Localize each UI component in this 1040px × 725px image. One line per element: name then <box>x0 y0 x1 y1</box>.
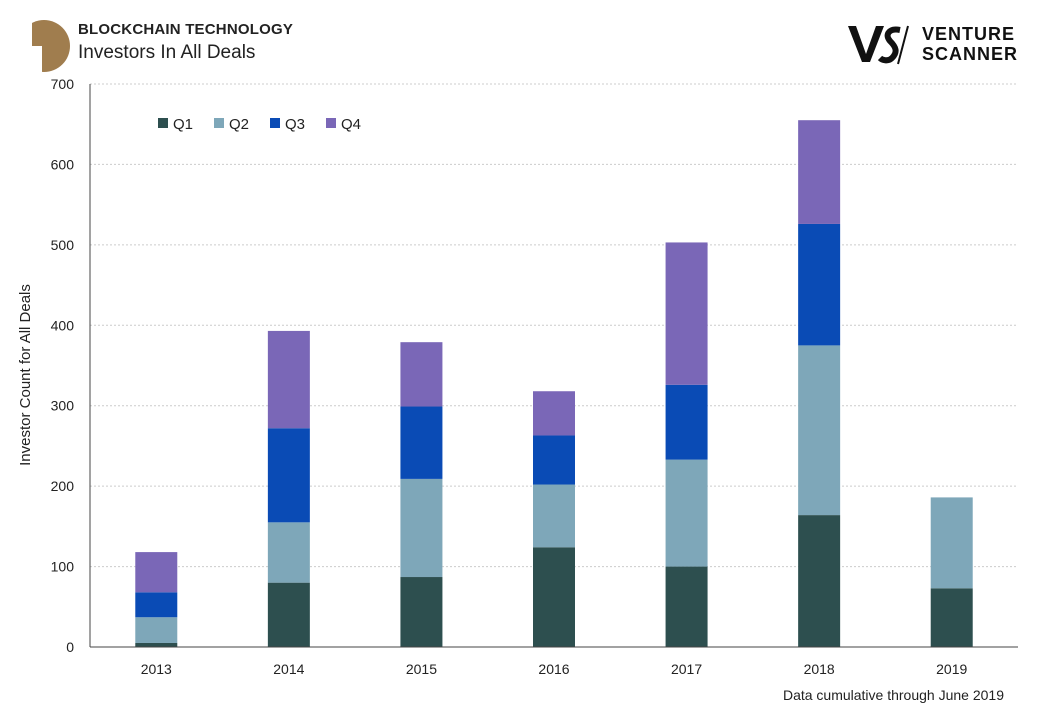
vs-monogram-icon <box>847 25 909 65</box>
y-tick-label: 100 <box>51 559 75 575</box>
y-tick-label: 0 <box>66 639 74 655</box>
bar-2018-q1 <box>798 515 841 647</box>
legend-swatch-q3 <box>270 118 280 128</box>
bar-2016-q3 <box>533 435 575 485</box>
bar-2016-q4 <box>533 391 575 436</box>
bars <box>135 120 973 647</box>
legend-label-q3: Q3 <box>285 116 305 133</box>
brand-word-1: VENTURE <box>921 24 1015 44</box>
brand-logo-icon <box>18 18 70 74</box>
bar-2016-q2 <box>533 484 575 548</box>
x-tick-label: 2019 <box>936 661 967 677</box>
x-tick-label: 2016 <box>538 661 569 677</box>
x-tick-label: 2014 <box>273 661 304 677</box>
bar-2017-q4 <box>665 242 708 385</box>
bar-2018-q3 <box>798 223 841 346</box>
bar-2014-q3 <box>267 428 310 523</box>
x-tick-label: 2015 <box>406 661 437 677</box>
bar-2017-q3 <box>665 384 708 460</box>
bar-2013-q3 <box>135 592 178 618</box>
x-tick-label: 2017 <box>671 661 702 677</box>
eyebrow-label: BLOCKCHAIN TECHNOLOGY <box>78 21 294 38</box>
header: BLOCKCHAIN TECHNOLOGY Investors In All D… <box>78 20 293 66</box>
x-tick-label: 2018 <box>804 661 835 677</box>
bar-2018-q4 <box>798 120 841 224</box>
legend-swatch-q4 <box>326 118 336 128</box>
y-tick-label: 400 <box>51 317 75 333</box>
venture-scanner-logo: VENTURE SCANNER <box>846 22 1018 66</box>
bar-2018-q2 <box>798 345 841 516</box>
bar-2013-q2 <box>135 617 178 643</box>
bar-2015-q2 <box>400 478 443 578</box>
bar-2017-q2 <box>665 459 708 567</box>
bar-2016-q1 <box>533 547 575 647</box>
y-tick-label: 600 <box>51 156 75 172</box>
page-title: Investors In All Deals <box>78 42 256 63</box>
y-tick-label: 500 <box>51 237 75 253</box>
bar-2014-q4 <box>267 330 310 429</box>
bar-2013-q4 <box>135 552 178 593</box>
axes: 0 100 200 300 400 500 600 700 2013 2014 2015 2016 20… <box>51 76 1018 677</box>
x-tick-label: 2013 <box>141 661 172 677</box>
bar-2013-q1 <box>135 642 178 647</box>
y-tick-label: 300 <box>51 398 75 414</box>
footnote: Data cumulative through June 2019 <box>782 687 1004 703</box>
legend-swatch-q1 <box>158 118 168 128</box>
bar-2014-q2 <box>267 522 310 583</box>
bar-2015-q1 <box>400 577 443 647</box>
y-axis-title: Investor Count for All Deals <box>17 284 34 466</box>
legend-label-q2: Q2 <box>229 116 249 133</box>
bar-2019-q2 <box>930 497 973 589</box>
legend-swatch-q2 <box>214 118 224 128</box>
legend-label-q1: Q1 <box>173 116 193 133</box>
brand-word-2: SCANNER <box>921 44 1018 64</box>
bar-2014-q1 <box>267 582 310 647</box>
legend-label-q4: Q4 <box>341 116 361 133</box>
bar-2015-q4 <box>400 342 443 407</box>
bar-2017-q1 <box>665 566 708 647</box>
bar-2019-q1 <box>930 588 973 647</box>
y-tick-label: 700 <box>51 76 75 92</box>
bar-2015-q3 <box>400 406 443 479</box>
legend: Q1 Q2 Q3 Q4 <box>158 116 361 133</box>
y-tick-label: 200 <box>51 478 75 494</box>
